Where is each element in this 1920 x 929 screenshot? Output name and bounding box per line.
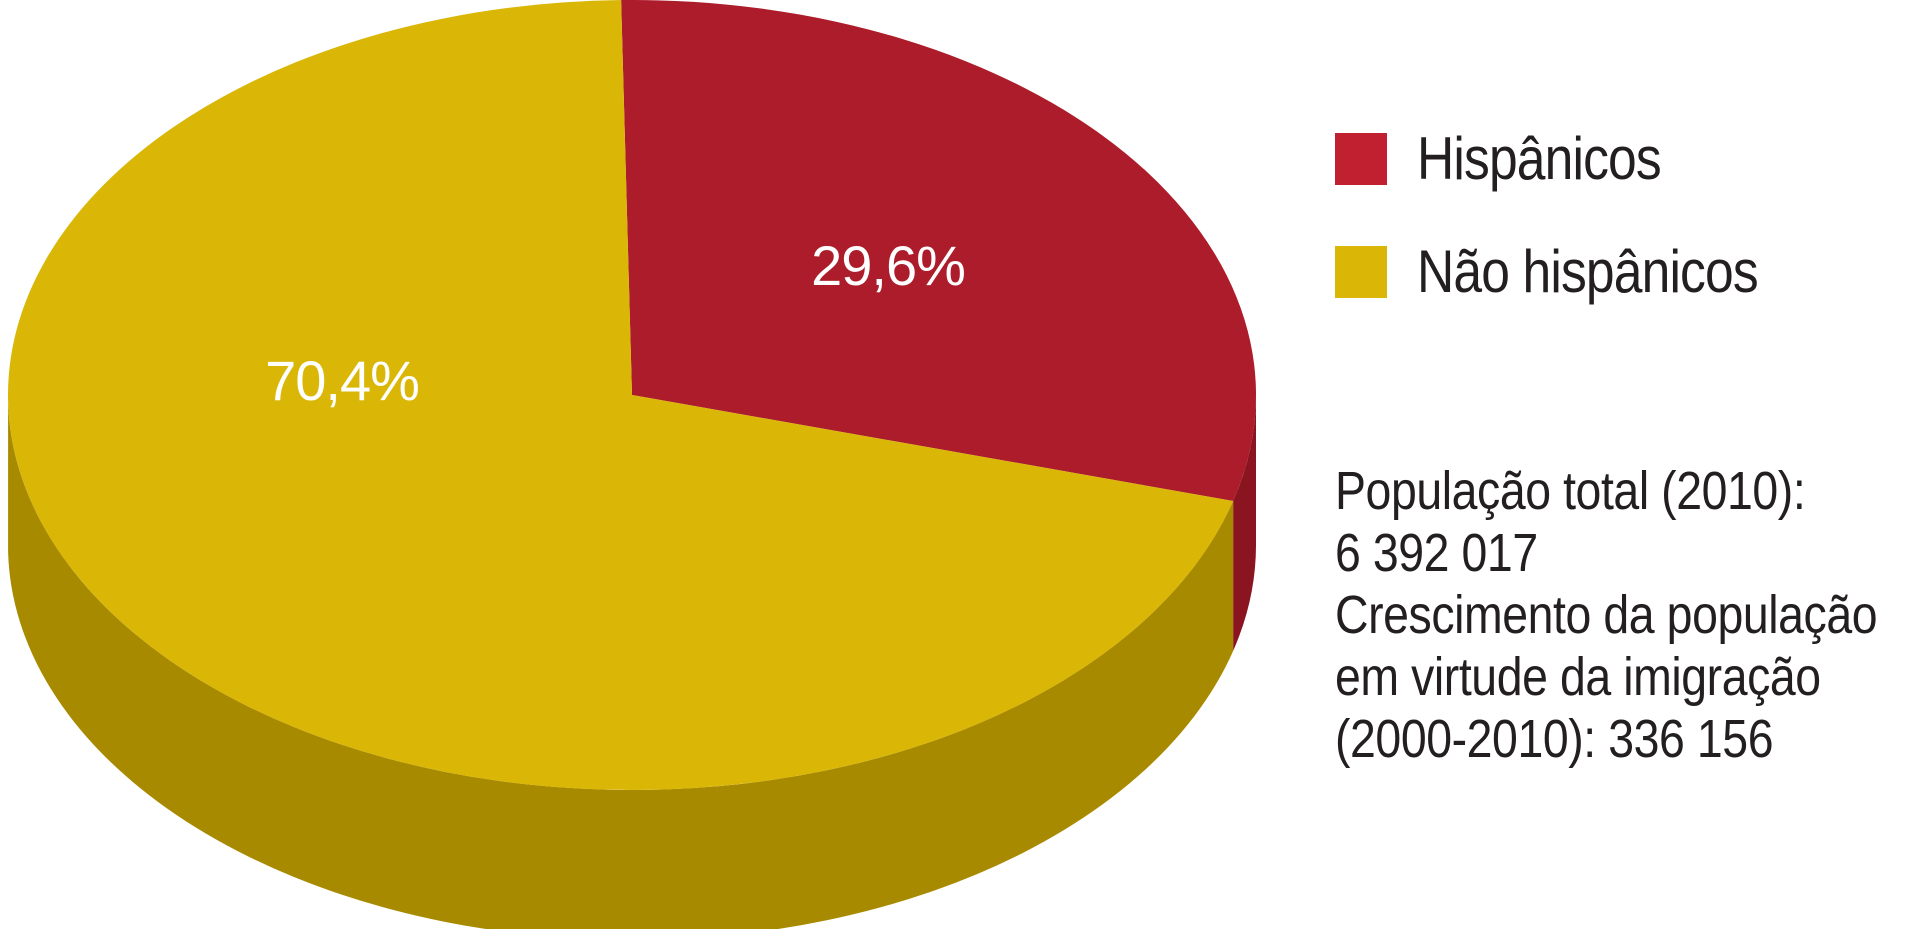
info-line-growth-value: (2000-2010): 336 156 <box>1335 709 1774 769</box>
pie-side-1-0 <box>8 401 1234 929</box>
info-line-growth-label-2: em virtude da imigração <box>1335 647 1821 707</box>
info-line-growth-label-1: Crescimento da população <box>1335 585 1878 645</box>
info-line-total-value: 6 392 017 <box>1335 523 1538 583</box>
pie-side-0-0 <box>1233 395 1256 651</box>
pie-slice-label-1: 70,4% <box>265 349 419 412</box>
info-line-total-label: População total (2010): <box>1335 461 1806 521</box>
legend-label-hispanicos: Hispânicos <box>1417 125 1662 192</box>
legend-label-nao-hispanicos: Não hispânicos <box>1417 238 1759 305</box>
pie-slice-0 <box>621 0 1256 501</box>
population-info: População total (2010): 6 392 017 Cresci… <box>1335 460 1915 770</box>
legend-swatch-nao-hispanicos <box>1335 246 1387 298</box>
legend-item-hispanicos: Hispânicos <box>1335 125 1813 193</box>
pie-slice-1 <box>8 0 1234 791</box>
legend-item-nao-hispanicos: Não hispânicos <box>1335 238 1813 306</box>
legend-swatch-hispanicos <box>1335 133 1387 185</box>
pie-slice-label-0: 29,6% <box>811 234 965 297</box>
legend: Hispânicos Não hispânicos <box>1335 125 1813 351</box>
